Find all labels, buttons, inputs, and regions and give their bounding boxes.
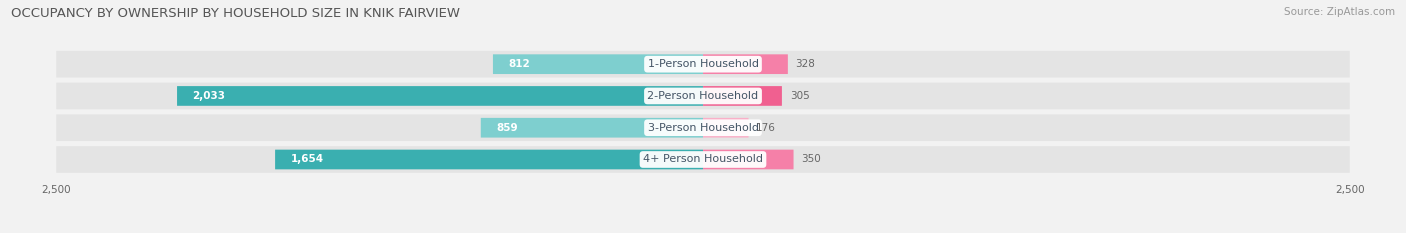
Text: 176: 176 xyxy=(756,123,776,133)
FancyBboxPatch shape xyxy=(703,118,748,137)
FancyBboxPatch shape xyxy=(703,54,787,74)
FancyBboxPatch shape xyxy=(703,86,782,106)
Text: 328: 328 xyxy=(796,59,815,69)
Text: 3-Person Household: 3-Person Household xyxy=(648,123,758,133)
Text: 1-Person Household: 1-Person Household xyxy=(648,59,758,69)
Text: 2-Person Household: 2-Person Household xyxy=(647,91,759,101)
FancyBboxPatch shape xyxy=(481,118,703,137)
Text: Source: ZipAtlas.com: Source: ZipAtlas.com xyxy=(1284,7,1395,17)
FancyBboxPatch shape xyxy=(56,83,1350,109)
FancyBboxPatch shape xyxy=(56,51,1350,78)
Text: OCCUPANCY BY OWNERSHIP BY HOUSEHOLD SIZE IN KNIK FAIRVIEW: OCCUPANCY BY OWNERSHIP BY HOUSEHOLD SIZE… xyxy=(11,7,460,20)
FancyBboxPatch shape xyxy=(177,86,703,106)
Legend: Owner-occupied, Renter-occupied: Owner-occupied, Renter-occupied xyxy=(585,230,821,233)
FancyBboxPatch shape xyxy=(56,146,1350,173)
FancyBboxPatch shape xyxy=(56,114,1350,141)
FancyBboxPatch shape xyxy=(276,150,703,169)
Text: 1,654: 1,654 xyxy=(291,154,323,164)
Text: 859: 859 xyxy=(496,123,517,133)
Text: 305: 305 xyxy=(790,91,810,101)
Text: 4+ Person Household: 4+ Person Household xyxy=(643,154,763,164)
Text: 350: 350 xyxy=(801,154,821,164)
Text: 812: 812 xyxy=(509,59,530,69)
Text: 2,033: 2,033 xyxy=(193,91,225,101)
FancyBboxPatch shape xyxy=(494,54,703,74)
FancyBboxPatch shape xyxy=(703,150,793,169)
